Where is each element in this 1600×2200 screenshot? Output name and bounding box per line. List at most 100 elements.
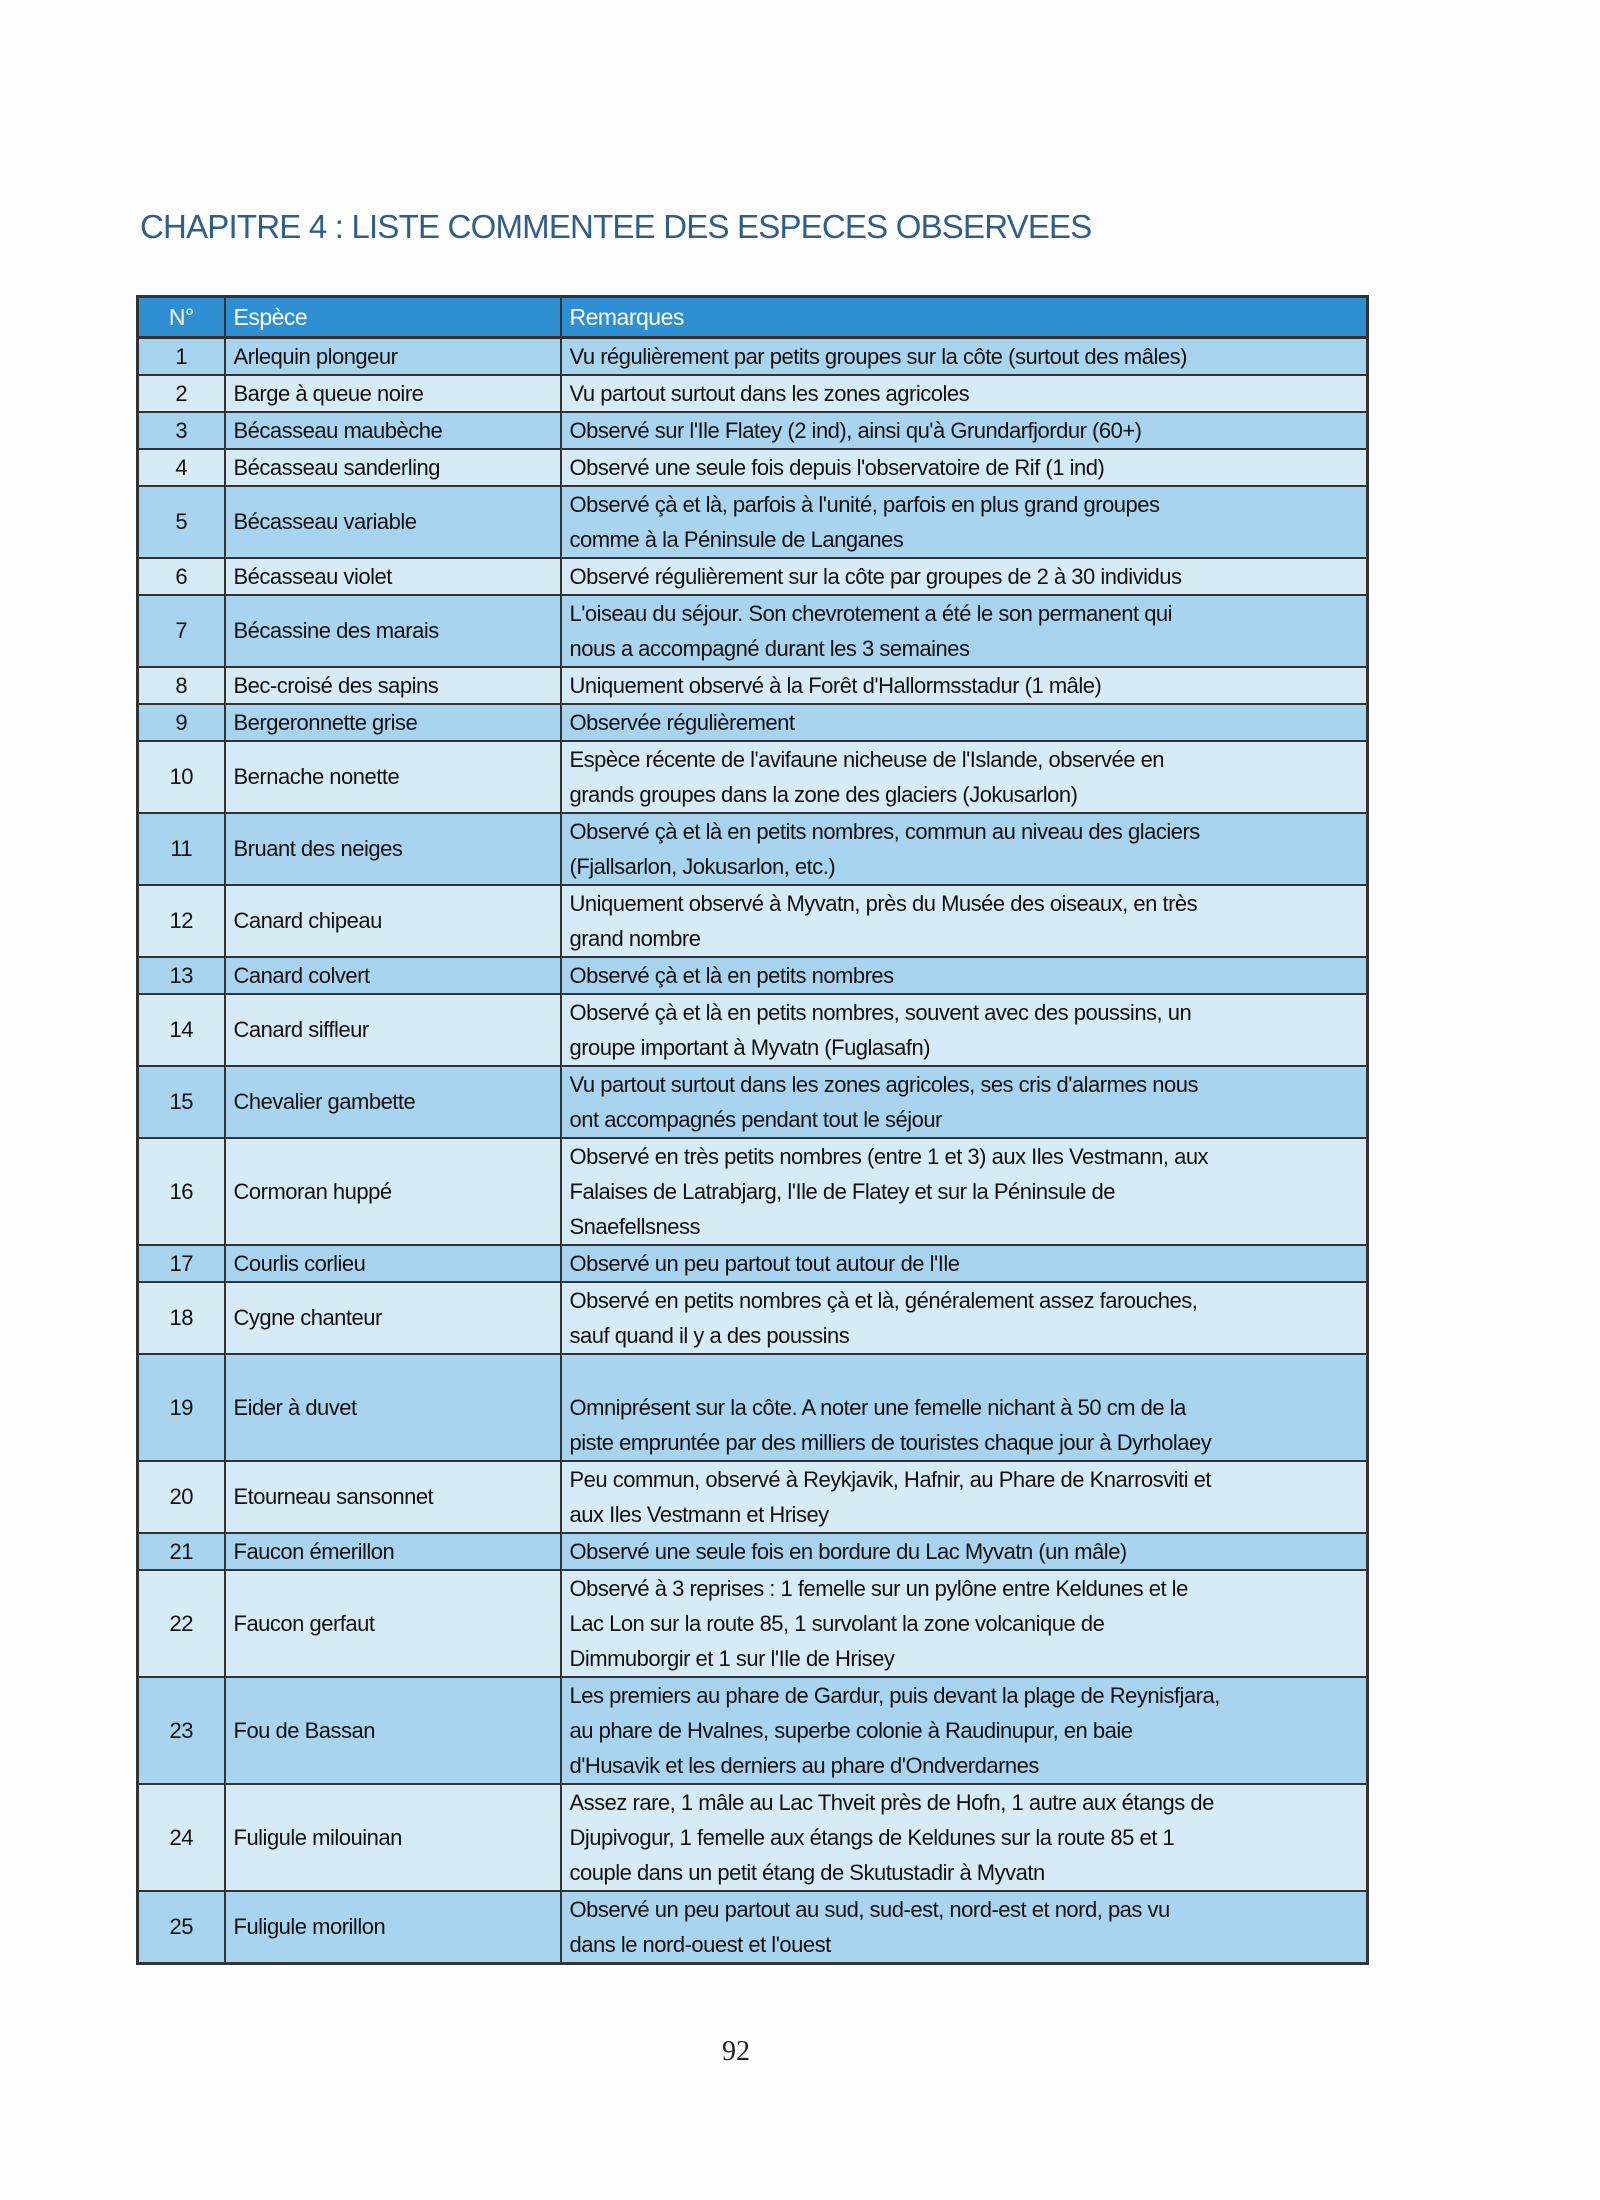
species-number: 20 (136, 1460, 226, 1534)
species-name: Courlis corlieu (223, 1244, 562, 1283)
species-name: Etourneau sansonnet (223, 1460, 562, 1534)
remark-line: Observé une seule fois en bordure du Lac… (569, 1539, 1128, 1564)
species-number: 24 (136, 1783, 226, 1892)
remark-line: dans le nord-ouest et l'ouest (569, 1932, 832, 1957)
remark-line: Observé un peu partout au sud, sud-est, … (569, 1897, 1171, 1922)
species-remarks: Observé çà et là en petits nombres, souv… (559, 993, 1369, 1067)
remark-line: piste empruntée par des milliers de tour… (569, 1430, 1212, 1455)
remark-line: Observé en très petits nombres (entre 1 … (569, 1144, 1209, 1169)
table-header-row: N° Espèce Remarques (136, 295, 1369, 339)
table-row: 22 Faucon gerfaut Observé à 3 reprises : 1… (136, 1569, 1369, 1678)
species-number: 11 (136, 812, 226, 886)
remark-line: nous a accompagné durant les 3 semaines (569, 636, 970, 661)
table-row: 10 Bernache nonette Espèce récente de l'av… (136, 740, 1369, 814)
remark-line: groupe important à Myvatn (Fuglasafn) (569, 1035, 931, 1060)
species-name: Bec-croisé des sapins (223, 666, 562, 705)
species-number: 8 (136, 666, 226, 705)
species-remarks: Observé en petits nombres çà et là, géné… (559, 1281, 1369, 1355)
species-remarks: Observé à 3 reprises : 1 femelle sur un … (559, 1569, 1369, 1678)
table-row: 4 Bécasseau sanderling Observé une seule f… (136, 448, 1369, 487)
table-row: 3 Bécasseau maubèche Observé sur l'Ile Fla… (136, 411, 1369, 450)
table-row: 8 Bec-croisé des sapins Uniquement observé… (136, 666, 1369, 705)
table-row: 13 Canard colvert Observé çà et là en peti… (136, 956, 1369, 995)
species-name: Bécasseau maubèche (223, 411, 562, 450)
species-name: Eider à duvet (223, 1353, 562, 1462)
species-number: 2 (136, 374, 226, 413)
species-remarks: Observé une seule fois en bordure du Lac… (559, 1532, 1369, 1571)
species-remarks: Observé un peu partout au sud, sud-est, … (559, 1890, 1369, 1965)
remark-line: Vu partout surtout dans les zones agrico… (569, 1072, 1199, 1097)
table-row: 19 Eider à duvet Omniprésent sur la côte. … (136, 1353, 1369, 1462)
species-name: Bécassine des marais (223, 594, 562, 668)
remark-line: Dimmuborgir et 1 sur l'Ile de Hrisey (569, 1646, 895, 1671)
species-remarks: Uniquement observé à la Forêt d'Hallorms… (559, 666, 1369, 705)
species-name: Bergeronnette grise (223, 703, 562, 742)
remark-line: L'oiseau du séjour. Son chevrotement a é… (569, 601, 1173, 626)
remark-line: ont accompagnés pendant tout le séjour (569, 1107, 943, 1132)
remark-line: au phare de Hvalnes, superbe colonie à R… (569, 1718, 1133, 1743)
species-number: 12 (136, 884, 226, 958)
species-name: Bécasseau variable (223, 485, 562, 559)
species-name: Arlequin plongeur (223, 336, 562, 376)
species-name: Faucon émerillon (223, 1532, 562, 1571)
species-remarks: Observé çà et là, parfois à l'unité, par… (559, 485, 1369, 559)
species-number: 7 (136, 594, 226, 668)
remark-line: Observé çà et là en petits nombres, comm… (569, 819, 1201, 844)
species-remarks: Vu partout surtout dans les zones agrico… (559, 1065, 1369, 1139)
remark-line: Snaefellsness (569, 1214, 701, 1239)
header-remarks: Remarques (559, 295, 1369, 339)
species-remarks: Observée régulièrement (559, 703, 1369, 742)
table-row: 2 Barge à queue noire Vu partout surtout d… (136, 374, 1369, 413)
table-row: 12 Canard chipeau Uniquement observé à Myv… (136, 884, 1369, 958)
table-row: 18 Cygne chanteur Observé en petits nombre… (136, 1281, 1369, 1355)
table-row: 11 Bruant des neiges Observé çà et là en p… (136, 812, 1369, 886)
page-title: CHAPITRE 4 : LISTE COMMENTEE DES ESPECES… (140, 208, 1092, 245)
table-row: 6 Bécasseau violet Observé régulièrement s… (136, 557, 1369, 596)
species-number: 19 (136, 1353, 226, 1462)
remark-line: Observé régulièrement sur la côte par gr… (569, 564, 1182, 589)
remark-line: couple dans un petit étang de Skutustadi… (569, 1860, 1046, 1885)
remark-line: Observé çà et là en petits nombres (569, 963, 895, 988)
table-row: 9 Bergeronnette grise Observée régulièreme… (136, 703, 1369, 742)
header-number: N° (136, 295, 226, 339)
species-number: 1 (136, 336, 226, 376)
remark-line: Espèce récente de l'avifaune nicheuse de… (569, 747, 1165, 772)
species-name: Chevalier gambette (223, 1065, 562, 1139)
table-row: 21 Faucon émerillon Observé une seule fois… (136, 1532, 1369, 1571)
species-remarks: Omniprésent sur la côte. A noter une fem… (559, 1353, 1369, 1462)
species-number: 9 (136, 703, 226, 742)
species-number: 13 (136, 956, 226, 995)
table-row: 15 Chevalier gambette Vu partout surtout d… (136, 1065, 1369, 1139)
remark-line: Observée régulièrement (569, 710, 796, 735)
table-row: 7 Bécassine des marais L'oiseau du séjour.… (136, 594, 1369, 668)
species-name: Cygne chanteur (223, 1281, 562, 1355)
species-number: 5 (136, 485, 226, 559)
species-remarks: Observé régulièrement sur la côte par gr… (559, 557, 1369, 596)
remark-line: Lac Lon sur la route 85, 1 survolant la … (569, 1611, 1105, 1636)
species-number: 3 (136, 411, 226, 450)
remark-line: Observé un peu partout tout autour de l'… (569, 1251, 960, 1276)
remark-line: d'Husavik et les derniers au phare d'Ond… (569, 1753, 1040, 1778)
remark-line: Vu partout surtout dans les zones agrico… (569, 381, 970, 406)
table-row: 23 Fou de Bassan Les premiers au phare de … (136, 1676, 1369, 1785)
species-name: Fuligule morillon (223, 1890, 562, 1965)
remark-line: Uniquement observé à la Forêt d'Hallorms… (569, 673, 1102, 698)
page-number: 92 (722, 2036, 750, 2067)
species-name: Bernache nonette (223, 740, 562, 814)
remark-line: Observé çà et là en petits nombres, souv… (569, 1000, 1192, 1025)
remark-line: Omniprésent sur la côte. A noter une fem… (569, 1395, 1187, 1420)
species-name: Faucon gerfaut (223, 1569, 562, 1678)
species-number: 4 (136, 448, 226, 487)
species-remarks: Les premiers au phare de Gardur, puis de… (559, 1676, 1369, 1785)
species-name: Canard siffleur (223, 993, 562, 1067)
species-remarks: Vu partout surtout dans les zones agrico… (559, 374, 1369, 413)
table-row: 20 Etourneau sansonnet Peu commun, observé… (136, 1460, 1369, 1534)
species-remarks: Espèce récente de l'avifaune nicheuse de… (559, 740, 1369, 814)
remark-line: Vu régulièrement par petits groupes sur … (569, 344, 1188, 369)
remark-line: sauf quand il y a des poussins (569, 1323, 850, 1348)
species-name: Canard chipeau (223, 884, 562, 958)
remark-line: Observé une seule fois depuis l'observat… (569, 455, 1105, 480)
remark-line: Observé çà et là, parfois à l'unité, par… (569, 492, 1161, 517)
species-remarks: Observé çà et là en petits nombres, comm… (559, 812, 1369, 886)
remark-line: Uniquement observé à Myvatn, près du Mus… (569, 891, 1198, 916)
